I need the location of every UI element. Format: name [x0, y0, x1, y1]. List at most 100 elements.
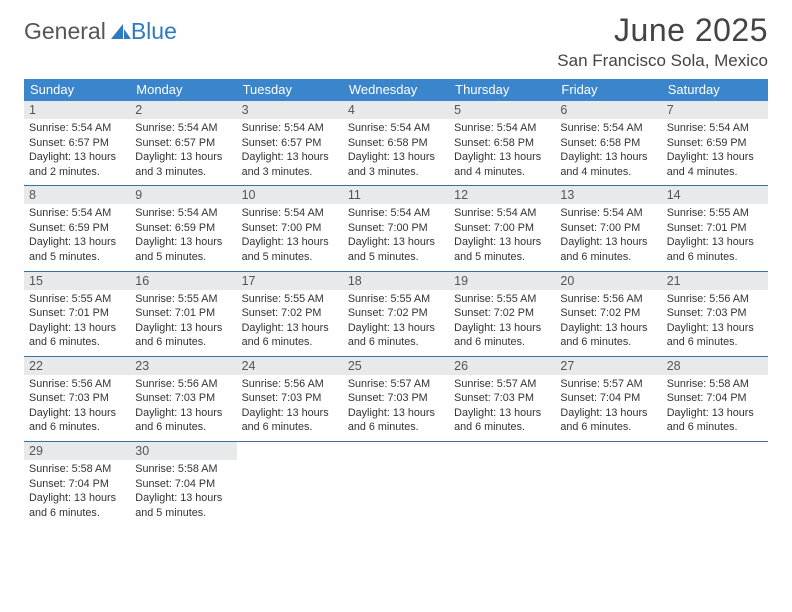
- daylight-line-1: Daylight: 13 hours: [135, 235, 231, 250]
- sunset-line: Sunset: 6:57 PM: [29, 136, 125, 151]
- day-number: 4: [343, 101, 449, 119]
- daylight-line-2: and 6 minutes.: [667, 250, 763, 265]
- daylight-line-1: Daylight: 13 hours: [560, 406, 656, 421]
- sunrise-line: Sunrise: 5:55 AM: [29, 292, 125, 307]
- calendar-cell: 4 Sunrise: 5:54 AMSunset: 6:58 PMDaylight…: [343, 101, 449, 185]
- sunrise-line: Sunrise: 5:58 AM: [667, 377, 763, 392]
- sunrise-line: Sunrise: 5:56 AM: [29, 377, 125, 392]
- page-title: June 2025: [557, 12, 768, 49]
- day-number: [343, 442, 449, 446]
- daylight-line-1: Daylight: 13 hours: [242, 235, 338, 250]
- sunset-line: Sunset: 6:58 PM: [560, 136, 656, 151]
- sunrise-line: Sunrise: 5:57 AM: [560, 377, 656, 392]
- day-number: 20: [555, 272, 661, 290]
- sunset-line: Sunset: 6:58 PM: [348, 136, 444, 151]
- day-number: 10: [237, 186, 343, 204]
- sunrise-line: Sunrise: 5:56 AM: [135, 377, 231, 392]
- sunset-line: Sunset: 6:57 PM: [242, 136, 338, 151]
- sunset-line: Sunset: 6:59 PM: [667, 136, 763, 151]
- sunrise-line: Sunrise: 5:55 AM: [454, 292, 550, 307]
- week-row: 1Sunrise: 5:54 AMSunset: 6:57 PMDaylight…: [24, 101, 768, 186]
- logo-sail-icon: [109, 22, 133, 42]
- logo-text-general: General: [24, 18, 106, 45]
- sunset-line: Sunset: 7:01 PM: [667, 221, 763, 236]
- calendar-cell: 6Sunrise: 5:54 AMSunset: 6:58 PMDaylight…: [555, 101, 661, 185]
- daylight-line-2: and 3 minutes.: [135, 165, 231, 180]
- sunset-line: Sunset: 7:02 PM: [348, 306, 444, 321]
- sunset-line: Sunset: 7:03 PM: [242, 391, 338, 406]
- day-number: 21: [662, 272, 768, 290]
- calendar-cell: 11Sunrise: 5:54 AMSunset: 7:00 PMDayligh…: [343, 186, 449, 270]
- daylight-line-1: Daylight: 13 hours: [242, 321, 338, 336]
- sunset-line: Sunset: 7:03 PM: [454, 391, 550, 406]
- day-header-monday: Monday: [130, 79, 236, 101]
- calendar-cell: [237, 442, 343, 526]
- calendar-cell: 25Sunrise: 5:57 AMSunset: 7:03 PMDayligh…: [343, 357, 449, 441]
- day-header-tuesday: Tuesday: [237, 79, 343, 101]
- sunrise-line: Sunrise: 5:54 AM: [560, 206, 656, 221]
- calendar-cell: 17Sunrise: 5:55 AMSunset: 7:02 PMDayligh…: [237, 272, 343, 356]
- calendar-cell: 12Sunrise: 5:54 AMSunset: 7:00 PMDayligh…: [449, 186, 555, 270]
- sunrise-line: Sunrise: 5:54 AM: [135, 121, 231, 136]
- week-row: 8Sunrise: 5:54 AMSunset: 6:59 PMDaylight…: [24, 186, 768, 271]
- daylight-line-1: Daylight: 13 hours: [29, 235, 125, 250]
- daylight-line-1: Daylight: 13 hours: [454, 406, 550, 421]
- daylight-line-1: Daylight: 13 hours: [348, 235, 444, 250]
- daylight-line-2: and 6 minutes.: [348, 420, 444, 435]
- daylight-line-1: Daylight: 13 hours: [348, 150, 444, 165]
- daylight-line-2: and 6 minutes.: [667, 335, 763, 350]
- daylight-line-2: and 4 minutes.: [667, 165, 763, 180]
- daylight-line-1: Daylight: 13 hours: [667, 406, 763, 421]
- sunrise-line: Sunrise: 5:58 AM: [135, 462, 231, 477]
- day-number: 14: [662, 186, 768, 204]
- sunset-line: Sunset: 7:04 PM: [135, 477, 231, 492]
- day-number: 29: [24, 442, 130, 460]
- daylight-line-2: and 6 minutes.: [667, 420, 763, 435]
- sunset-line: Sunset: 7:00 PM: [454, 221, 550, 236]
- daylight-line-2: and 5 minutes.: [135, 506, 231, 521]
- day-number: 13: [555, 186, 661, 204]
- daylight-line-2: and 5 minutes.: [454, 250, 550, 265]
- calendar-cell: 23Sunrise: 5:56 AMSunset: 7:03 PMDayligh…: [130, 357, 236, 441]
- calendar-cell: 9Sunrise: 5:54 AMSunset: 6:59 PMDaylight…: [130, 186, 236, 270]
- calendar-cell: [449, 442, 555, 526]
- sunset-line: Sunset: 7:04 PM: [29, 477, 125, 492]
- day-number: 17: [237, 272, 343, 290]
- daylight-line-1: Daylight: 13 hours: [454, 321, 550, 336]
- sunrise-line: Sunrise: 5:55 AM: [348, 292, 444, 307]
- sunrise-line: Sunrise: 5:54 AM: [454, 121, 550, 136]
- daylight-line-1: Daylight: 13 hours: [454, 235, 550, 250]
- day-number: [555, 442, 661, 446]
- daylight-line-1: Daylight: 13 hours: [560, 235, 656, 250]
- sunrise-line: Sunrise: 5:57 AM: [348, 377, 444, 392]
- daylight-line-2: and 4 minutes.: [560, 165, 656, 180]
- sunrise-line: Sunrise: 5:54 AM: [348, 121, 444, 136]
- daylight-line-1: Daylight: 13 hours: [667, 150, 763, 165]
- daylight-line-1: Daylight: 13 hours: [135, 150, 231, 165]
- daylight-line-2: and 5 minutes.: [135, 250, 231, 265]
- calendar-cell: 8Sunrise: 5:54 AMSunset: 6:59 PMDaylight…: [24, 186, 130, 270]
- sunrise-line: Sunrise: 5:55 AM: [242, 292, 338, 307]
- daylight-line-1: Daylight: 13 hours: [29, 150, 125, 165]
- sunrise-line: Sunrise: 5:54 AM: [454, 206, 550, 221]
- sunrise-line: Sunrise: 5:54 AM: [29, 121, 125, 136]
- day-header-wednesday: Wednesday: [343, 79, 449, 101]
- calendar-cell: 16Sunrise: 5:55 AMSunset: 7:01 PMDayligh…: [130, 272, 236, 356]
- logo: General Blue: [24, 18, 177, 45]
- daylight-line-1: Daylight: 13 hours: [242, 406, 338, 421]
- daylight-line-2: and 4 minutes.: [454, 165, 550, 180]
- logo-text-blue: Blue: [131, 18, 177, 45]
- day-number: 2: [130, 101, 236, 119]
- daylight-line-1: Daylight: 13 hours: [560, 321, 656, 336]
- calendar-cell: 19Sunrise: 5:55 AMSunset: 7:02 PMDayligh…: [449, 272, 555, 356]
- daylight-line-1: Daylight: 13 hours: [135, 406, 231, 421]
- daylight-line-2: and 6 minutes.: [348, 335, 444, 350]
- week-row: 15Sunrise: 5:55 AMSunset: 7:01 PMDayligh…: [24, 272, 768, 357]
- calendar-cell: 27Sunrise: 5:57 AMSunset: 7:04 PMDayligh…: [555, 357, 661, 441]
- day-number: 3: [237, 101, 343, 119]
- calendar: Sunday Monday Tuesday Wednesday Thursday…: [24, 79, 768, 526]
- sunset-line: Sunset: 6:57 PM: [135, 136, 231, 151]
- sunrise-line: Sunrise: 5:56 AM: [667, 292, 763, 307]
- calendar-cell: 28Sunrise: 5:58 AMSunset: 7:04 PMDayligh…: [662, 357, 768, 441]
- daylight-line-2: and 6 minutes.: [29, 335, 125, 350]
